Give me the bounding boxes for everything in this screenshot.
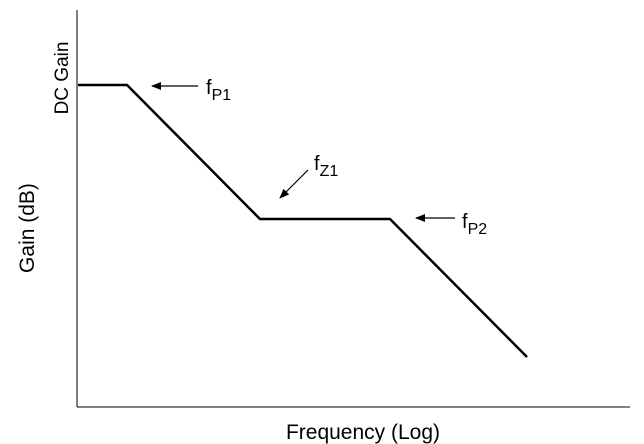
fp2-label: fP2 [462, 211, 487, 238]
x-axis-title: Frequency (Log) [286, 421, 440, 444]
fp1-label: fP1 [206, 77, 231, 104]
fz1-label: fZ1 [314, 153, 338, 180]
gain-curve [78, 83, 528, 358]
y-axis-title: Gain (dB) [16, 183, 39, 273]
dc-gain-label: DC Gain [52, 42, 73, 115]
fz1-arrow [279, 169, 309, 199]
